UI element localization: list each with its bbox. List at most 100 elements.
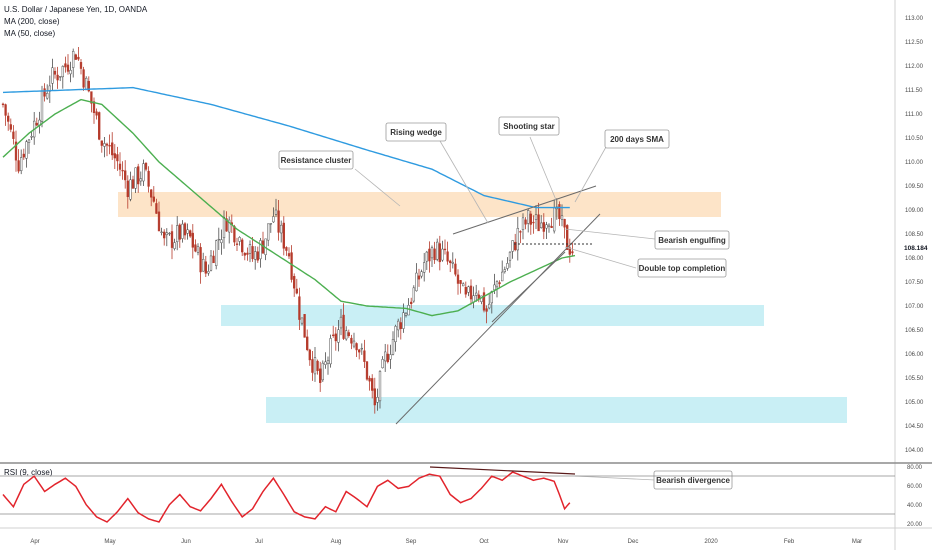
candle-body <box>235 243 239 245</box>
rsi-legend[interactable]: RSI (9, close) <box>4 468 53 477</box>
rsi-panel[interactable]: RSI (9, close) 20.00 40.00 60.00 80.00 <box>0 465 923 528</box>
candle-body <box>508 251 512 261</box>
candle-body <box>82 69 85 88</box>
candle-body <box>363 350 366 362</box>
pointer-bearish-engulfing <box>564 228 656 240</box>
candle-body <box>298 296 301 320</box>
candle-body <box>399 322 402 329</box>
price-scale[interactable]: 104.00 104.50 105.00 105.50 106.00 106.50 107.… <box>905 16 924 454</box>
candle-body <box>417 275 421 280</box>
candle-body <box>308 349 311 361</box>
candle-body <box>376 397 379 403</box>
candle-body <box>290 252 293 280</box>
callout-resistance-cluster: Resistance cluster <box>278 150 354 170</box>
trendlines-layer <box>395 185 601 425</box>
candle-body <box>100 140 103 146</box>
candle-body <box>209 255 213 271</box>
price-tick-label: 106.00 <box>905 352 924 358</box>
candle-body <box>59 76 62 78</box>
price-tick-label: 113.00 <box>905 16 924 22</box>
candle-body <box>332 334 335 336</box>
candle-body <box>116 154 119 162</box>
candle-body <box>129 179 132 200</box>
candle-body <box>527 210 530 224</box>
candle-body <box>514 241 517 251</box>
candle-body <box>404 313 408 316</box>
candle-body <box>131 179 135 189</box>
candle-body <box>563 218 566 228</box>
support-zone-upper <box>221 305 764 326</box>
candle-body <box>287 253 291 257</box>
candle-body <box>157 211 161 232</box>
candle-body <box>329 338 332 365</box>
candle-body <box>540 222 543 229</box>
candle-body <box>456 274 460 284</box>
candle-body <box>121 169 124 172</box>
candle-body <box>51 67 54 84</box>
candle-body <box>389 354 392 360</box>
candle-body <box>368 377 371 382</box>
time-axis[interactable]: Apr May Jun Jul Aug Sep Oct Nov Dec 2020 Feb Mar <box>30 539 862 545</box>
candle-body <box>181 223 184 239</box>
candle-body <box>90 91 93 104</box>
candle-body <box>428 248 431 262</box>
candle-body <box>355 343 358 351</box>
candle-body <box>77 56 80 60</box>
main-panel[interactable] <box>0 0 895 462</box>
chart-legend: U.S. Dollar / Japanese Yen, 1D, OANDA MA… <box>4 5 148 38</box>
candle-body <box>79 62 83 69</box>
candle-body <box>423 262 426 273</box>
candle-body <box>111 142 114 156</box>
candle-body <box>30 136 33 138</box>
candle-body <box>194 244 197 252</box>
candle-body <box>378 371 382 402</box>
price-tick-label: 109.50 <box>905 184 924 190</box>
ma50-legend[interactable]: MA (50, close) <box>4 29 55 38</box>
last-price-badge-bg <box>897 242 932 252</box>
candle-body <box>14 141 18 161</box>
candle-body <box>204 261 207 274</box>
candle-body <box>241 239 244 253</box>
candle-body <box>269 223 272 225</box>
candle-body <box>46 93 49 99</box>
candle-body <box>316 360 319 371</box>
candle-body <box>391 339 395 355</box>
candle-body <box>532 221 535 224</box>
candle-body <box>165 232 168 236</box>
price-tick-label: 108.00 <box>905 256 924 262</box>
candle-body <box>222 216 226 239</box>
candle-body <box>488 303 491 309</box>
candle-body <box>381 359 384 369</box>
candle-body <box>430 247 434 259</box>
candle-body <box>311 359 314 373</box>
zones-layer <box>118 192 847 423</box>
candle-body <box>550 225 553 228</box>
candle-body <box>397 320 400 331</box>
candle-body <box>126 180 129 198</box>
callout-rising-wedge: Rising wedge <box>385 122 447 142</box>
candle-body <box>459 280 462 284</box>
candle-body <box>547 224 551 227</box>
symbol-title[interactable]: U.S. Dollar / Japanese Yen, 1D, OANDA <box>4 5 148 14</box>
candle-body <box>566 225 569 250</box>
candle-body <box>69 69 72 75</box>
candle-body <box>212 255 215 264</box>
candle-body <box>105 143 109 146</box>
candle-body <box>462 283 465 287</box>
price-tick-label: 109.00 <box>905 208 924 214</box>
candle-body <box>267 223 270 241</box>
candle-body <box>248 244 252 254</box>
candle-body <box>443 248 447 251</box>
candle-body <box>186 229 189 234</box>
candle-body <box>571 251 574 254</box>
candle-body <box>103 143 106 147</box>
candle-body <box>66 64 70 72</box>
candle-body <box>233 226 236 243</box>
candle-body <box>352 340 356 347</box>
candle-body <box>326 360 330 364</box>
candle-body <box>256 251 259 261</box>
callout-bearish-engulfing-box <box>654 230 730 250</box>
ma200-legend[interactable]: MA (200, close) <box>4 17 60 26</box>
candle-body <box>534 214 538 220</box>
